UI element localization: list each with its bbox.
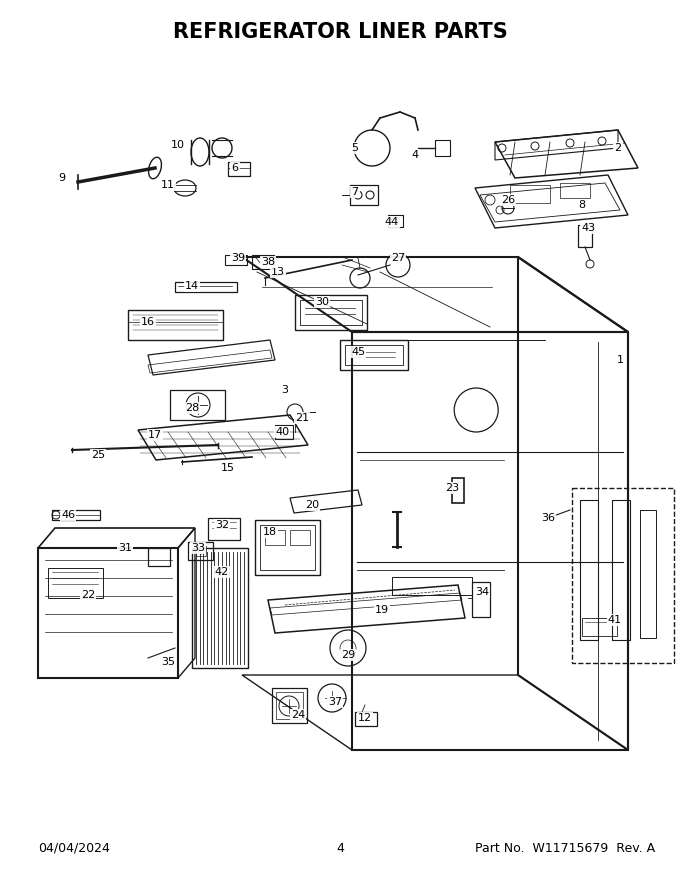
Text: 33: 33 bbox=[191, 543, 205, 553]
Text: 16: 16 bbox=[141, 317, 155, 327]
Text: 12: 12 bbox=[358, 713, 372, 723]
Text: 11: 11 bbox=[161, 180, 175, 190]
Text: 04/04/2024: 04/04/2024 bbox=[38, 841, 110, 854]
Text: 45: 45 bbox=[351, 347, 365, 357]
Text: 21: 21 bbox=[295, 413, 309, 423]
Text: 32: 32 bbox=[215, 520, 229, 530]
Text: 29: 29 bbox=[341, 650, 355, 660]
Text: 25: 25 bbox=[91, 450, 105, 460]
Text: 7: 7 bbox=[352, 187, 358, 197]
Text: 39: 39 bbox=[231, 253, 245, 263]
Text: 14: 14 bbox=[185, 281, 199, 291]
Text: 1: 1 bbox=[617, 355, 624, 365]
Text: REFRIGERATOR LINER PARTS: REFRIGERATOR LINER PARTS bbox=[173, 22, 507, 42]
Text: 27: 27 bbox=[391, 253, 405, 263]
Text: 4: 4 bbox=[411, 150, 419, 160]
Text: 28: 28 bbox=[185, 403, 199, 413]
Text: 37: 37 bbox=[328, 697, 342, 707]
Text: 9: 9 bbox=[58, 173, 65, 183]
Text: 30: 30 bbox=[315, 297, 329, 307]
Text: 38: 38 bbox=[261, 257, 275, 267]
Text: 8: 8 bbox=[579, 200, 585, 210]
Text: 20: 20 bbox=[305, 500, 319, 510]
Text: 4: 4 bbox=[336, 841, 344, 854]
Text: 15: 15 bbox=[221, 463, 235, 473]
Text: 35: 35 bbox=[161, 657, 175, 667]
Text: 18: 18 bbox=[263, 527, 277, 537]
Text: 13: 13 bbox=[271, 267, 285, 277]
Text: 31: 31 bbox=[118, 543, 132, 553]
Text: 17: 17 bbox=[148, 430, 162, 440]
Text: 34: 34 bbox=[475, 587, 489, 597]
Text: 43: 43 bbox=[581, 223, 595, 233]
Text: Part No.  W11715679  Rev. A: Part No. W11715679 Rev. A bbox=[475, 841, 655, 854]
Text: 22: 22 bbox=[81, 590, 95, 600]
Text: 19: 19 bbox=[375, 605, 389, 615]
Text: 3: 3 bbox=[282, 385, 288, 395]
Text: 2: 2 bbox=[615, 143, 622, 153]
Text: 5: 5 bbox=[352, 143, 358, 153]
Text: 42: 42 bbox=[215, 567, 229, 577]
Text: 36: 36 bbox=[541, 513, 555, 523]
Text: 46: 46 bbox=[61, 510, 75, 520]
Text: 10: 10 bbox=[171, 140, 185, 150]
Text: 41: 41 bbox=[608, 615, 622, 625]
Text: 26: 26 bbox=[501, 195, 515, 205]
Text: 40: 40 bbox=[275, 427, 289, 437]
Text: 23: 23 bbox=[445, 483, 459, 493]
Text: 6: 6 bbox=[231, 163, 239, 173]
Text: 44: 44 bbox=[385, 217, 399, 227]
Text: 24: 24 bbox=[291, 710, 305, 720]
